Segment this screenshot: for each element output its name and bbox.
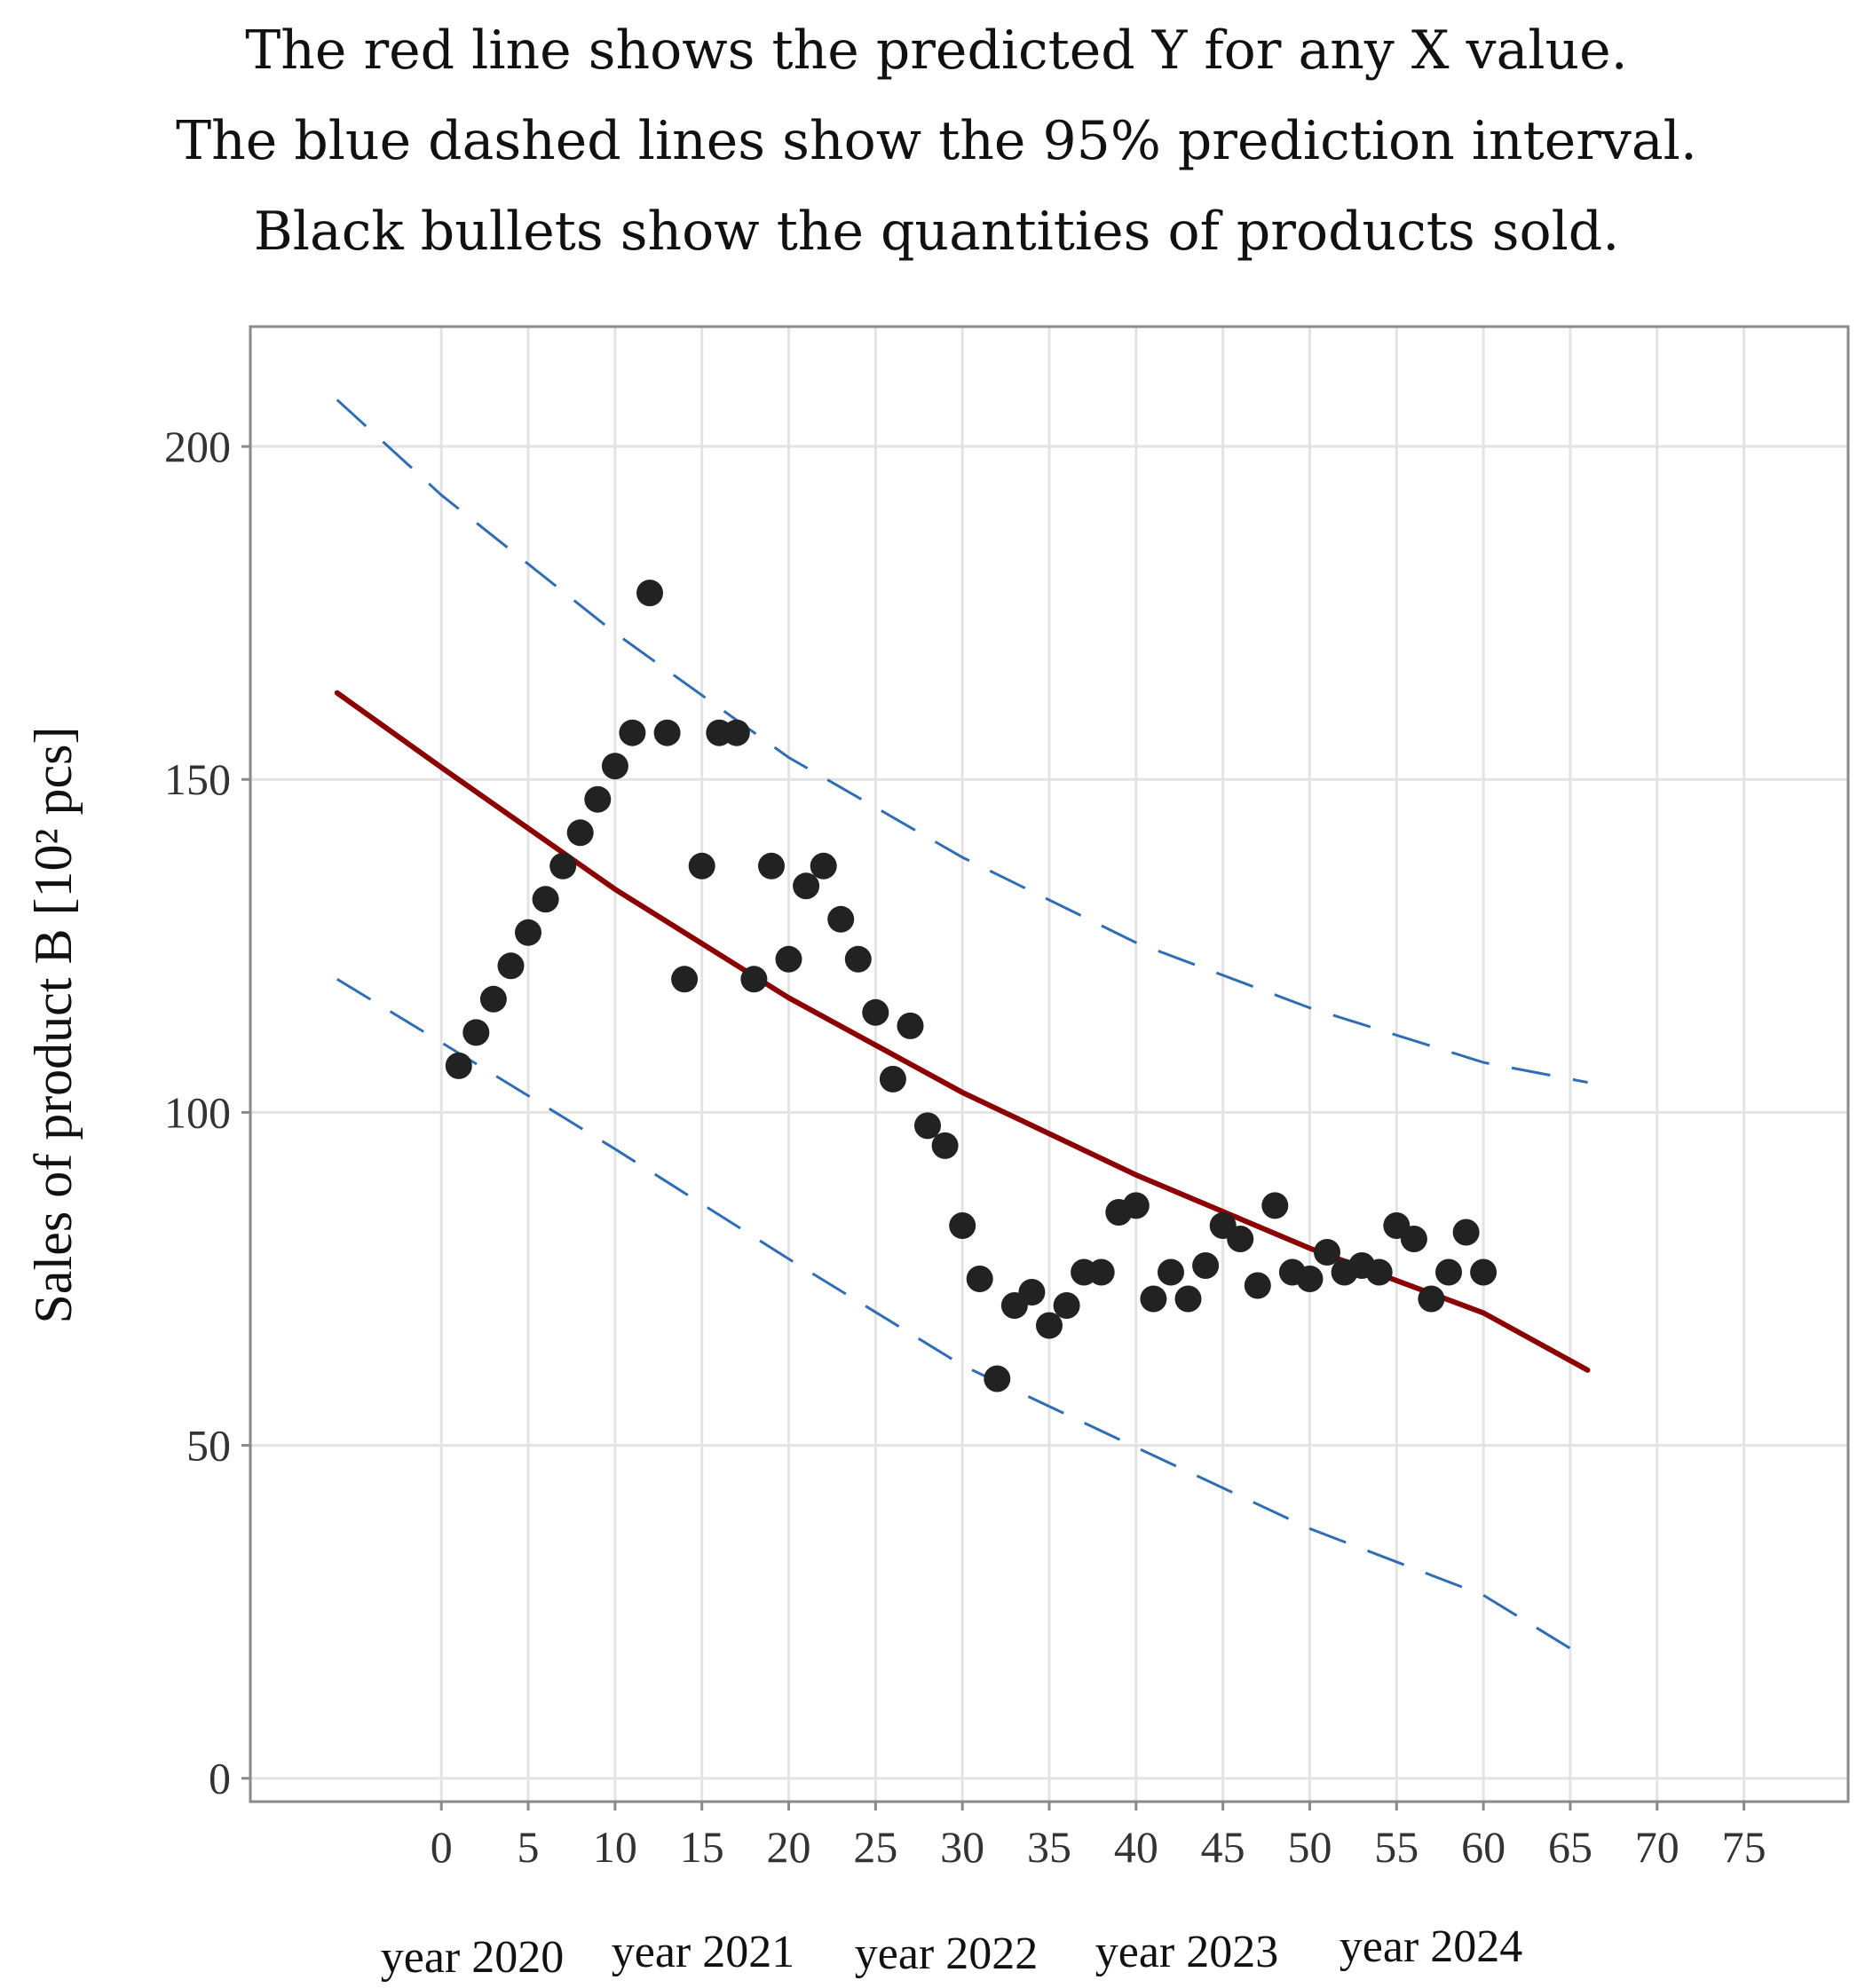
y-tick-label: 0: [209, 1754, 231, 1803]
data-point: [515, 919, 541, 946]
data-point: [1122, 1192, 1150, 1219]
data-point: [1018, 1279, 1046, 1306]
data-point: [931, 1132, 959, 1159]
year-label: year 2022: [855, 1929, 1038, 1979]
data-point: [1087, 1258, 1115, 1286]
data-point: [914, 1112, 941, 1140]
x-tick-label: 20: [767, 1822, 811, 1872]
data-point: [1192, 1252, 1220, 1279]
data-point: [532, 886, 559, 913]
data-point: [549, 852, 577, 880]
x-tick-label: 15: [680, 1822, 724, 1872]
x-tick-label: 75: [1722, 1822, 1766, 1872]
data-point: [879, 1065, 906, 1093]
data-point: [1470, 1258, 1498, 1286]
year-labels: year 2020 year 2021 year 2022 year 2023 year…: [381, 1921, 1522, 1983]
x-tick-label: 60: [1461, 1822, 1506, 1872]
data-point: [1435, 1258, 1462, 1286]
x-tick-label: 10: [593, 1822, 637, 1872]
data-point: [844, 945, 872, 973]
data-point: [1296, 1266, 1324, 1292]
data-point: [1400, 1226, 1427, 1252]
series: [334, 398, 1591, 1650]
grid: [250, 327, 1848, 1802]
chart-title-line-1: The red line shows the predicted Y for a…: [245, 20, 1628, 82]
data-point: [1452, 1219, 1480, 1246]
y-axis-label: Sales of product B [10² pcs]: [24, 727, 83, 1324]
data-point: [619, 719, 646, 746]
data-point: [688, 852, 715, 880]
x-tick-label: 65: [1548, 1822, 1592, 1872]
data-point: [462, 1019, 490, 1046]
data-point: [1227, 1226, 1254, 1252]
x-tick-label: 55: [1374, 1822, 1419, 1872]
y-tick-label: 150: [164, 754, 231, 804]
data-point: [566, 819, 594, 847]
data-point: [1418, 1285, 1445, 1313]
data-point: [1365, 1258, 1393, 1286]
data-point: [862, 998, 889, 1026]
year-label: year 2023: [1095, 1927, 1278, 1977]
x-tick-label: 0: [431, 1822, 453, 1872]
data-point: [827, 905, 855, 933]
data-point: [497, 952, 525, 980]
y-tick-label: 100: [164, 1087, 231, 1137]
data-point: [897, 1012, 924, 1039]
data-point: [1244, 1272, 1271, 1299]
x-tick-label: 25: [853, 1822, 897, 1872]
data-point: [1174, 1285, 1202, 1313]
data-point: [984, 1365, 1011, 1392]
x-tick-label: 40: [1114, 1822, 1158, 1872]
data-point: [810, 852, 837, 880]
year-label: year 2020: [381, 1932, 564, 1983]
data-point: [949, 1212, 976, 1239]
data-point: [671, 966, 699, 993]
data-point: [966, 1266, 993, 1292]
x-tick-label: 30: [940, 1822, 984, 1872]
x-tick-label: 70: [1635, 1822, 1679, 1872]
chart-title-line-2: The blue dashed lines show the 95% predi…: [176, 110, 1697, 172]
x-tick-label: 5: [518, 1822, 540, 1872]
data-point: [479, 985, 507, 1013]
interval-lower-line: [336, 978, 1571, 1650]
data-point: [1140, 1285, 1167, 1313]
y-tick-label: 200: [164, 422, 231, 471]
x-tick-label: 45: [1201, 1822, 1245, 1872]
year-label: year 2021: [612, 1927, 794, 1977]
data-point: [653, 719, 681, 746]
data-point: [793, 872, 820, 900]
y-tick-label: 50: [186, 1421, 231, 1471]
data-point: [636, 580, 663, 607]
data-point: [1261, 1192, 1289, 1219]
x-tick-label: 50: [1287, 1822, 1332, 1872]
data-point: [601, 753, 628, 780]
plot-frame: [249, 325, 1850, 1803]
data-point: [1053, 1292, 1080, 1319]
data-point: [758, 852, 785, 880]
x-tick-label: 35: [1027, 1822, 1071, 1872]
data-point: [1314, 1239, 1340, 1266]
data-point: [1036, 1312, 1063, 1339]
data-point: [445, 1052, 472, 1079]
chart-title-line-3: Black bullets show the quantities of pro…: [253, 201, 1620, 263]
data-point: [775, 945, 802, 973]
year-label: year 2024: [1340, 1921, 1522, 1972]
data-point: [584, 785, 612, 813]
data-point: [1158, 1258, 1184, 1286]
data-point: [740, 966, 768, 993]
axis-ticks: 0 5 10 15 20 25 30 35 40 45 50 55 60 65 70 75 0 50 100 150 2…: [164, 422, 1766, 1872]
interval-upper-line: [336, 398, 1588, 1085]
data-point: [723, 719, 750, 746]
